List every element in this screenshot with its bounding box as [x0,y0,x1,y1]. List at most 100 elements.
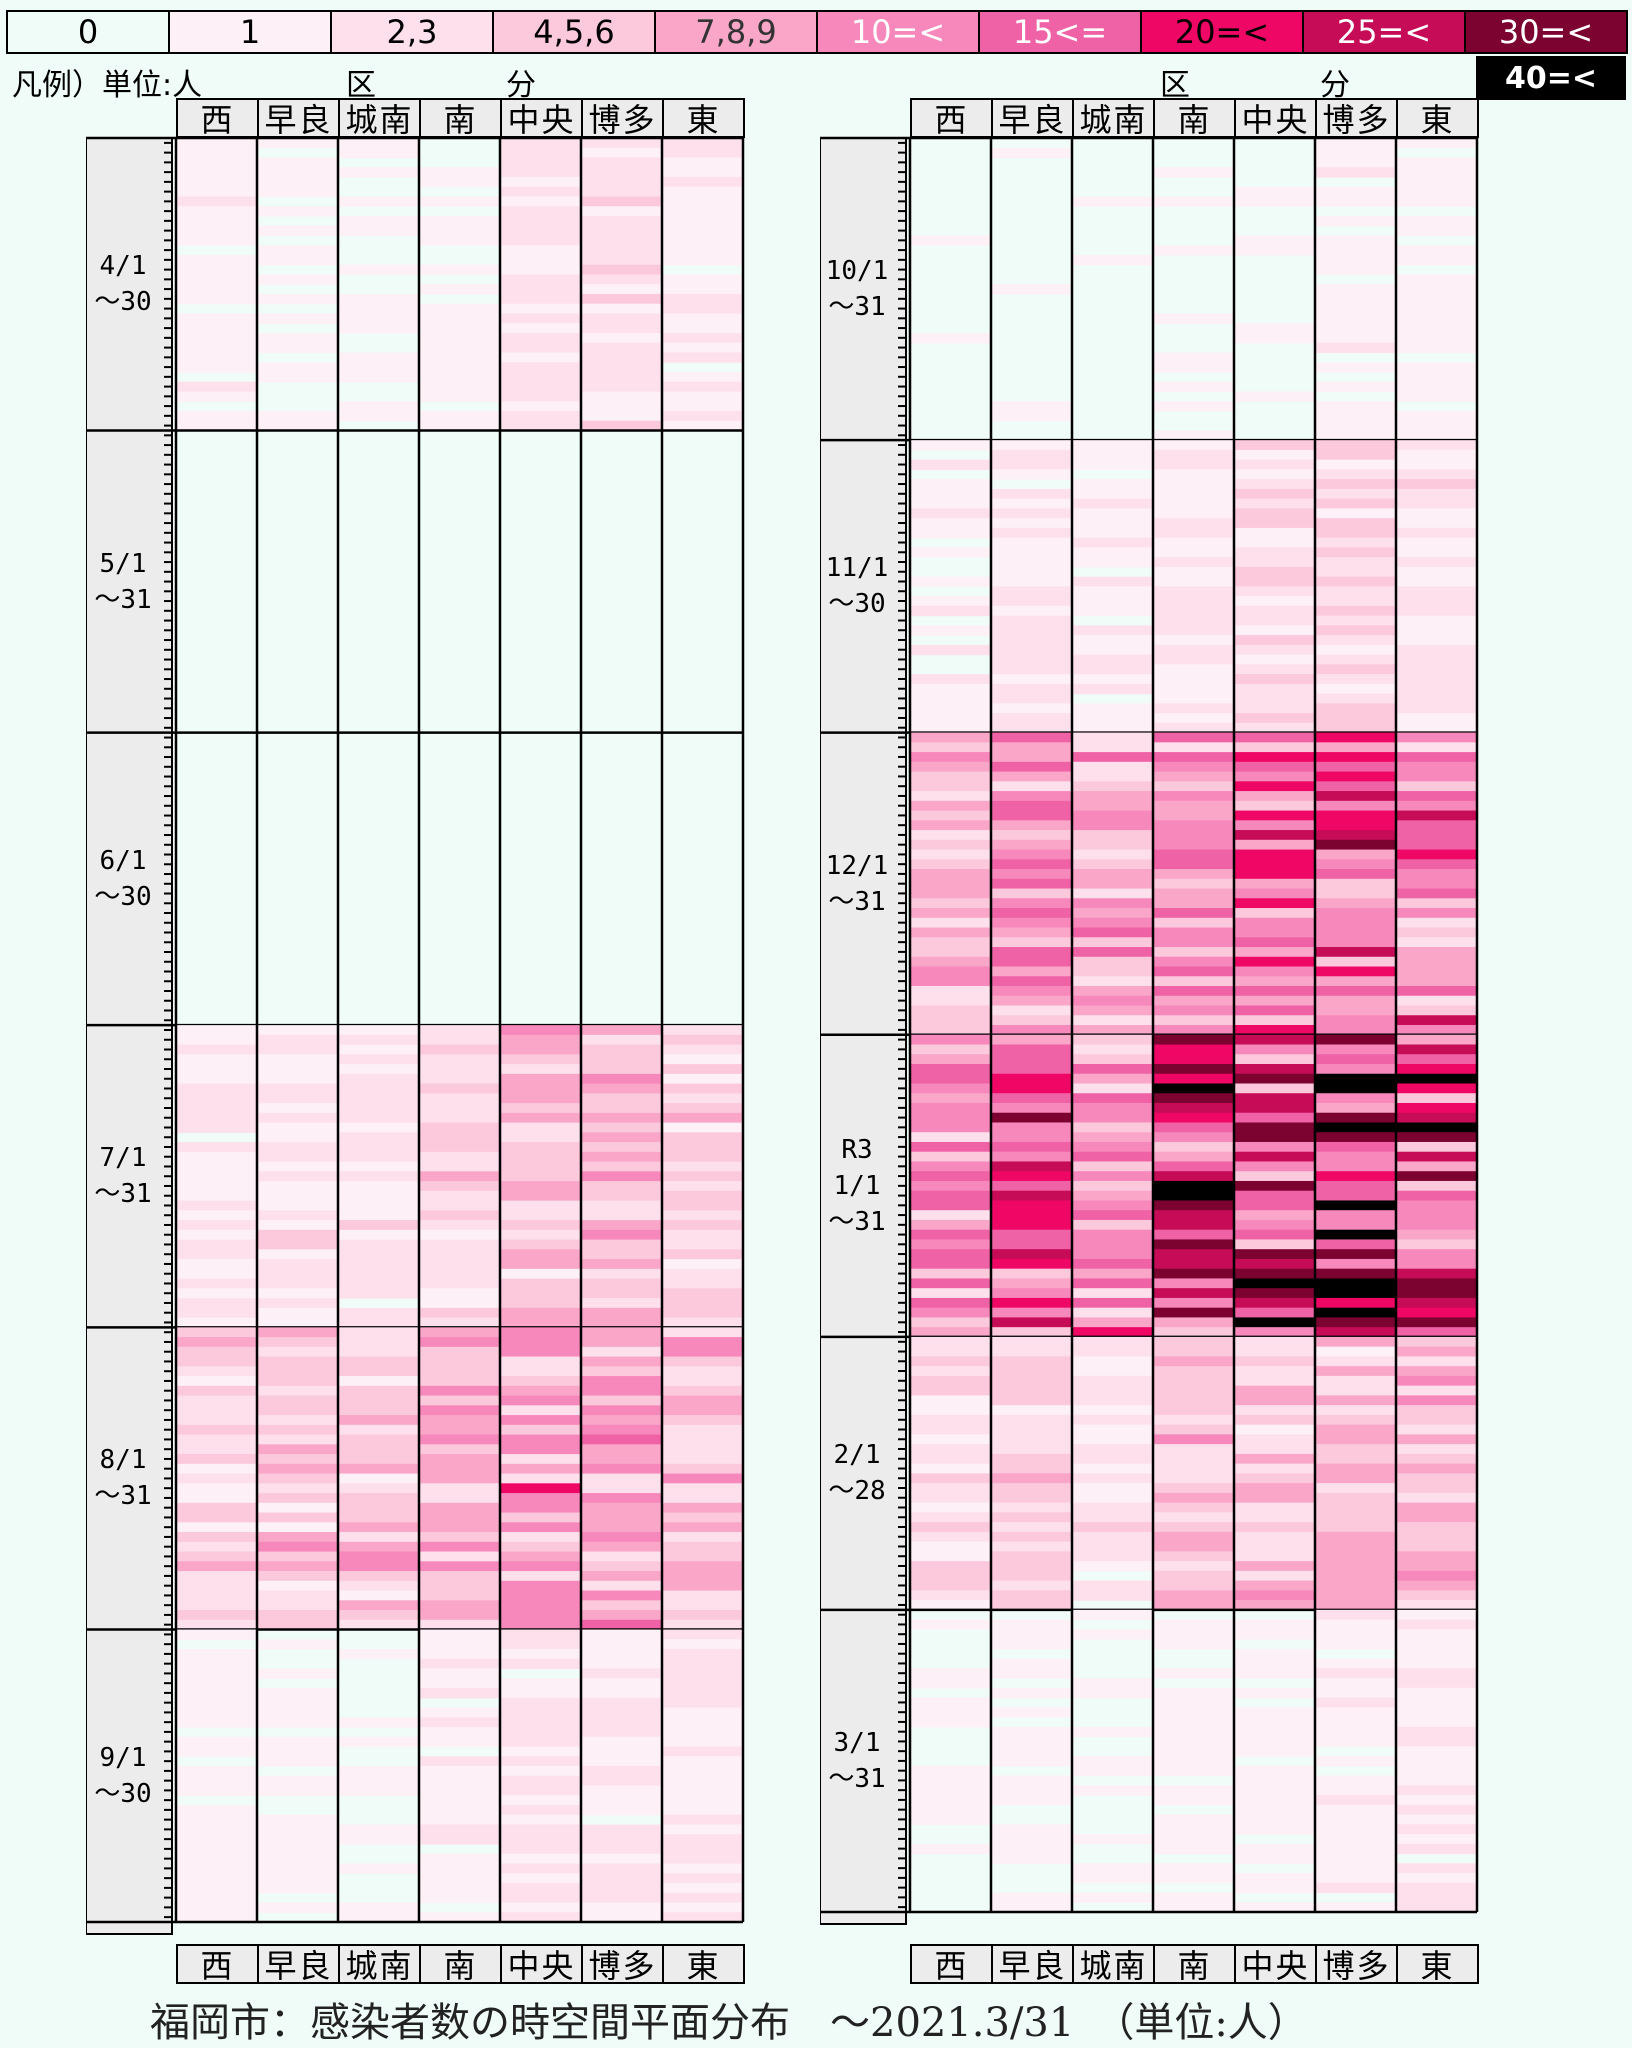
heatmap-cell [1396,1005,1477,1016]
heatmap-cell [257,1298,338,1309]
legend-item: 7,8,9 [654,10,818,54]
heatmap-cell [338,1824,419,1835]
heatmap-cell [991,1083,1072,1094]
heatmap-cell [1153,937,1234,948]
heatmap-cell [500,1093,581,1104]
heatmap-cell [1072,1054,1153,1065]
heatmap-cell [419,362,500,373]
heatmap-cell [910,1843,991,1855]
heatmap-cell [1234,1190,1315,1202]
heatmap-cell [1315,459,1396,471]
heatmap-cell [500,1649,581,1660]
heatmap-cell [662,1727,743,1738]
heatmap-cell [662,1463,743,1475]
heatmap-cell [910,1717,991,1728]
heatmap-cell [581,1229,662,1241]
heatmap-cell [1396,1015,1477,1026]
heatmap-cell [257,1580,338,1592]
heatmap-cell [176,1268,257,1280]
heatmap-cell [1153,1843,1234,1855]
heatmap-cell [1396,576,1477,587]
heatmap-cell [1396,1288,1477,1299]
heatmap-cell [910,888,991,899]
heatmap-cell [1153,1785,1234,1796]
heatmap-cell [910,1492,991,1504]
heatmap-cell [419,1298,500,1309]
heatmap-cell [500,1161,581,1172]
heatmap-cell [991,1551,1072,1562]
heatmap-cell [991,1746,1072,1757]
heatmap-cell [910,956,991,968]
heatmap-cell [662,1317,743,1328]
heatmap-cell [991,547,1072,558]
heatmap-cell [1234,1083,1315,1094]
heatmap-cell [662,1688,743,1699]
heatmap-cell [176,1902,257,1913]
heatmap-cell [581,1785,662,1796]
heatmap-cell [1153,947,1234,958]
heatmap-cell [176,410,257,422]
heatmap-cell [910,1356,991,1367]
heatmap-cell [1315,664,1396,675]
heatmap-cell [1153,1424,1234,1435]
heatmap-cell [1234,488,1315,500]
month-label: 5/1 ～31 [94,548,152,615]
heatmap-cell [1072,976,1153,987]
heatmap-cell [581,1668,662,1679]
heatmap-cell [1153,1180,1234,1192]
heatmap-cell [1234,469,1315,480]
heatmap-cell [500,1220,581,1231]
heatmap-cell [1153,917,1234,929]
heatmap-cell [1396,693,1477,704]
heatmap-cell [419,1190,500,1202]
heatmap-cell [419,1103,500,1114]
heatmap-cell [991,693,1072,704]
heatmap-cell [1072,1726,1153,1738]
heatmap-cell [1072,1385,1153,1396]
heatmap-cell [662,1366,743,1377]
heatmap-cell [257,1064,338,1075]
heatmap-cell [991,1434,1072,1445]
heatmap-cell [500,1902,581,1913]
heatmap-cell [1153,654,1234,665]
heatmap-cell [991,1795,1072,1806]
heatmap-cell [176,1571,257,1582]
heatmap-cell [910,1034,991,1046]
heatmap-cell [662,1717,743,1728]
heatmap-cell [1153,1063,1234,1075]
heatmap-cell [176,1171,257,1182]
heatmap-cell [581,138,662,149]
heatmap-cell [991,1346,1072,1358]
heatmap-cell [338,401,419,412]
heatmap-cell [419,1883,500,1894]
heatmap-cell [176,1220,257,1231]
column-header-2: 城南 [338,98,421,139]
heatmap-cell [662,391,743,402]
heatmap-cell [1153,1824,1234,1835]
heatmap-cell [419,1824,500,1835]
heatmap-cell [581,1717,662,1728]
heatmap-cell [910,1814,991,1825]
heatmap-cell [662,1707,743,1718]
heatmap-cell [419,1025,500,1036]
heatmap-cell [1153,605,1234,617]
heatmap-cell [257,225,338,237]
heatmap-cell [910,976,991,987]
heatmap-cell [500,1746,581,1757]
heatmap-cell [910,1795,991,1806]
heatmap-cell [338,1132,419,1143]
heatmap-cell [419,1405,500,1416]
heatmap-cell [991,1453,1072,1465]
heatmap-cell [338,323,419,334]
heatmap-cell [1396,1902,1477,1913]
heatmap-cell [1396,1697,1477,1708]
heatmap-cell [1153,1483,1234,1494]
heatmap-cell [176,362,257,373]
heatmap-cell [991,1395,1072,1406]
heatmap-cell [500,1034,581,1046]
heatmap-cell [991,1541,1072,1552]
heatmap-cell [1153,1726,1234,1738]
heatmap-cell [991,1512,1072,1523]
heatmap-cell [910,576,991,587]
heatmap-cell [1396,1073,1477,1085]
